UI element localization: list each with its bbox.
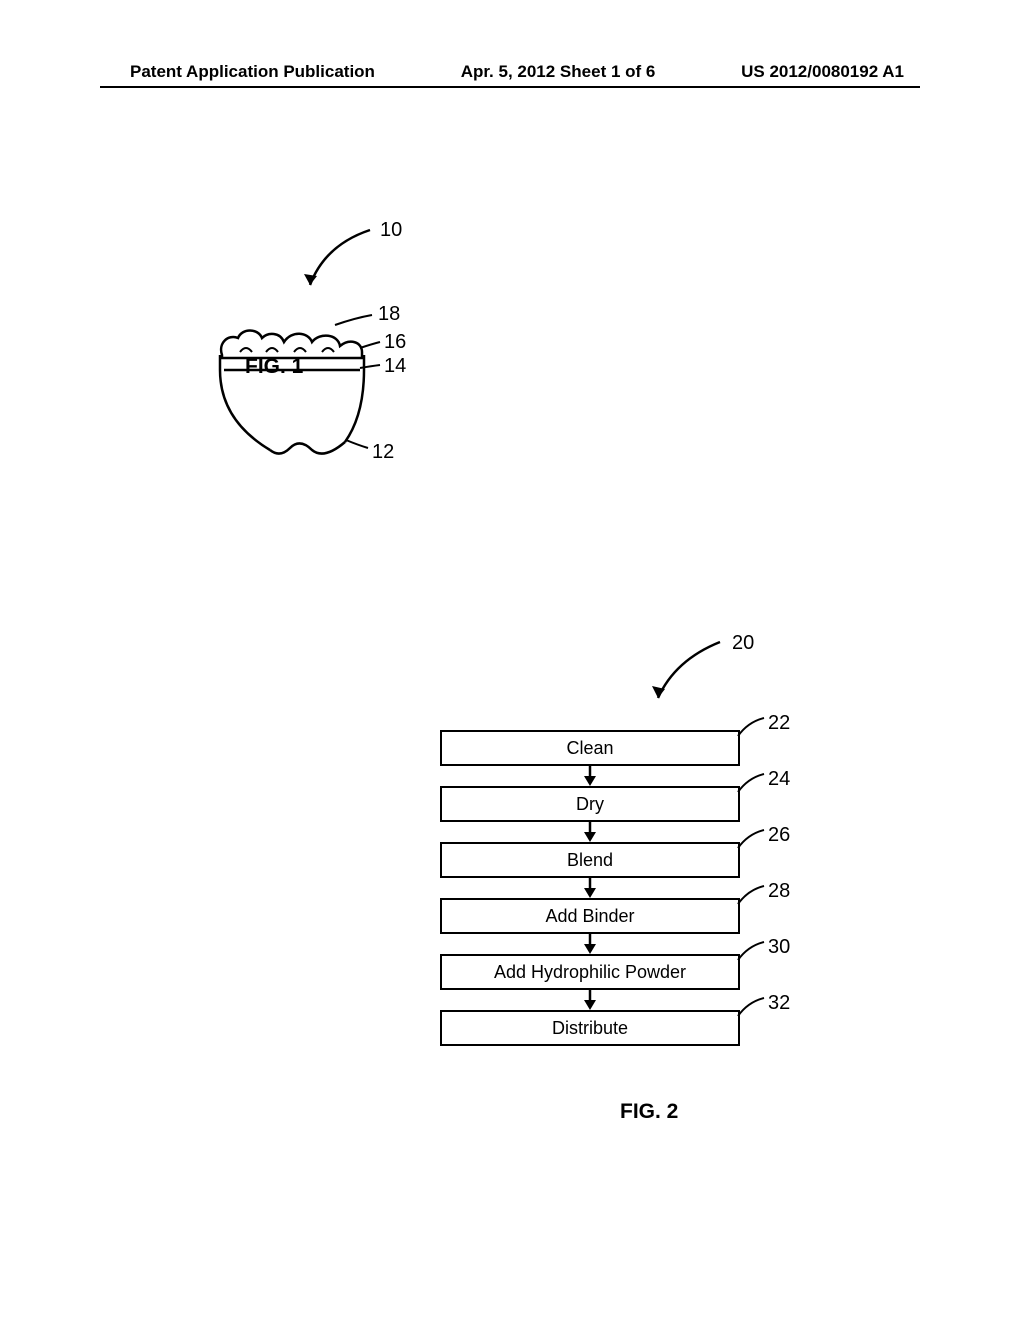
fig1-diagram: 10 18 16 14 12 bbox=[200, 220, 480, 520]
flow-step-label: Add Hydrophilic Powder bbox=[494, 962, 686, 983]
ref12-label: 12 bbox=[372, 441, 394, 463]
particle-bump-2 bbox=[266, 348, 278, 352]
flow-step-ref: 24 bbox=[768, 768, 790, 791]
flow-step-ref: 32 bbox=[768, 992, 790, 1015]
header-rule bbox=[100, 86, 920, 88]
flow-step-label: Clean bbox=[566, 738, 613, 759]
flow-step-box: Blend bbox=[440, 842, 740, 878]
particle-bump-3 bbox=[294, 348, 306, 352]
ref16-label: 16 bbox=[384, 331, 406, 353]
flow-step-box: Add Binder bbox=[440, 898, 740, 934]
break-line bbox=[270, 442, 345, 454]
flow-step-box: Clean bbox=[440, 730, 740, 766]
flow-step-ref: 30 bbox=[768, 936, 790, 959]
fig1-caption: FIG. 1 bbox=[245, 355, 303, 379]
fig2-caption: FIG. 2 bbox=[620, 1100, 678, 1124]
ref16-leader bbox=[360, 342, 380, 348]
flow-step-label: Dry bbox=[576, 794, 604, 815]
flow-step-ref: 28 bbox=[768, 880, 790, 903]
flow-step-ref: 26 bbox=[768, 824, 790, 847]
ref20-label: 20 bbox=[732, 632, 754, 655]
ref20-leader bbox=[658, 642, 720, 698]
ref12-leader bbox=[346, 440, 368, 448]
flow-step-label: Add Binder bbox=[545, 906, 634, 927]
flow-arrow bbox=[578, 934, 602, 954]
particle-row bbox=[221, 331, 362, 359]
fig2-flowchart: 20 Clean 22 Dry 24 Blend 26 Add Binder 28 Add Hy… bbox=[420, 630, 840, 1090]
flow-step-ref: 22 bbox=[768, 712, 790, 735]
flow-step-box: Add Hydrophilic Powder bbox=[440, 954, 740, 990]
header-right: US 2012/0080192 A1 bbox=[741, 62, 904, 82]
particle-bump-1 bbox=[240, 348, 252, 352]
ref18-leader bbox=[335, 315, 372, 325]
flow-arrow bbox=[578, 878, 602, 898]
header-left: Patent Application Publication bbox=[130, 62, 375, 82]
header-center: Apr. 5, 2012 Sheet 1 of 6 bbox=[461, 62, 656, 82]
ref14-label: 14 bbox=[384, 355, 406, 377]
ref10-label: 10 bbox=[380, 220, 402, 241]
flow-step-box: Distribute bbox=[440, 1010, 740, 1046]
ref18-label: 18 bbox=[378, 303, 400, 325]
flow-step-label: Blend bbox=[567, 850, 613, 871]
flow-step-box: Dry bbox=[440, 786, 740, 822]
ref10-leader bbox=[310, 230, 370, 285]
fig1-svg: 10 18 16 14 12 bbox=[200, 220, 480, 480]
flow-step-label: Distribute bbox=[552, 1018, 628, 1039]
particle-bump-4 bbox=[322, 348, 334, 352]
flow-arrow bbox=[578, 822, 602, 842]
flow-arrow bbox=[578, 766, 602, 786]
flow-arrow bbox=[578, 990, 602, 1010]
page-header: Patent Application Publication Apr. 5, 2… bbox=[0, 62, 1024, 82]
